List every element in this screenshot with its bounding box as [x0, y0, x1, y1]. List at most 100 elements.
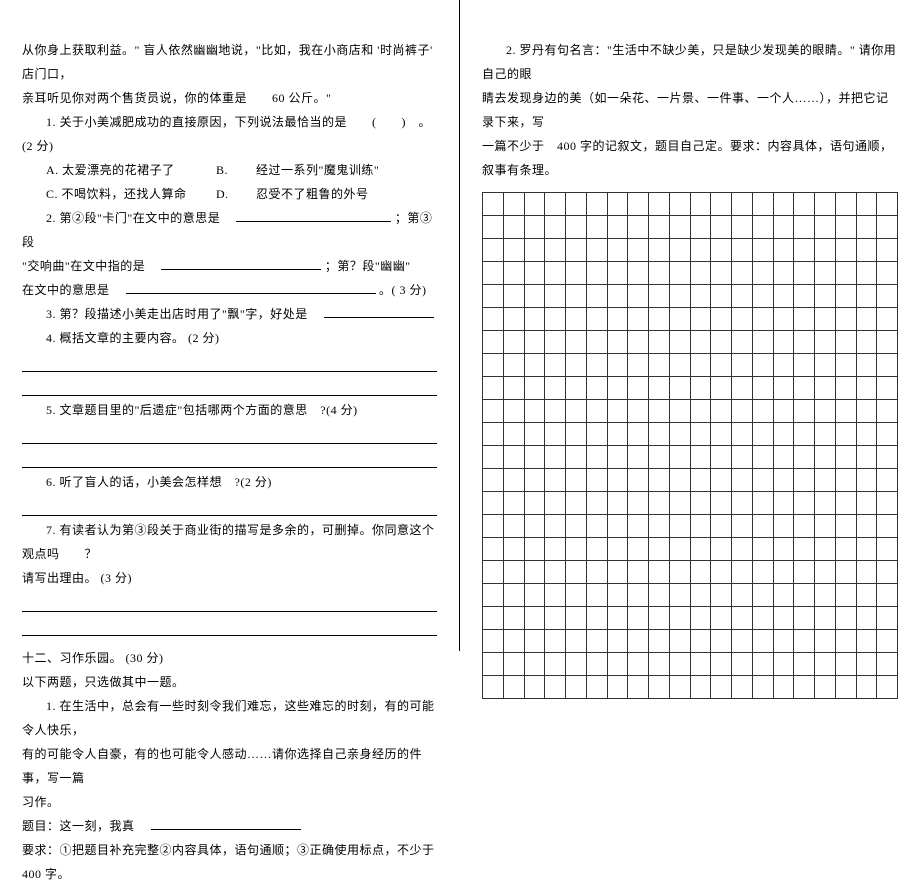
grid-cell[interactable] — [773, 607, 794, 630]
grid-cell[interactable] — [773, 216, 794, 239]
grid-cell[interactable] — [732, 469, 753, 492]
grid-cell[interactable] — [794, 630, 815, 653]
grid-cell[interactable] — [566, 262, 587, 285]
grid-cell[interactable] — [690, 469, 711, 492]
grid-cell[interactable] — [690, 262, 711, 285]
grid-cell[interactable] — [752, 607, 773, 630]
grid-cell[interactable] — [607, 400, 628, 423]
grid-cell[interactable] — [690, 308, 711, 331]
grid-cell[interactable] — [545, 308, 566, 331]
grid-cell[interactable] — [732, 607, 753, 630]
grid-cell[interactable] — [690, 377, 711, 400]
grid-cell[interactable] — [669, 492, 690, 515]
grid-cell[interactable] — [503, 584, 524, 607]
grid-cell[interactable] — [566, 193, 587, 216]
grid-cell[interactable] — [877, 285, 898, 308]
grid-cell[interactable] — [794, 354, 815, 377]
grid-cell[interactable] — [566, 515, 587, 538]
grid-cell[interactable] — [483, 653, 504, 676]
grid-cell[interactable] — [669, 446, 690, 469]
grid-cell[interactable] — [773, 423, 794, 446]
grid-cell[interactable] — [649, 676, 670, 699]
grid-cell[interactable] — [607, 538, 628, 561]
grid-cell[interactable] — [649, 377, 670, 400]
grid-cell[interactable] — [524, 653, 545, 676]
grid-cell[interactable] — [856, 492, 877, 515]
grid-cell[interactable] — [856, 607, 877, 630]
grid-cell[interactable] — [545, 193, 566, 216]
grid-cell[interactable] — [732, 630, 753, 653]
grid-cell[interactable] — [566, 446, 587, 469]
grid-cell[interactable] — [628, 584, 649, 607]
grid-cell[interactable] — [607, 216, 628, 239]
grid-cell[interactable] — [545, 239, 566, 262]
grid-cell[interactable] — [669, 653, 690, 676]
grid-cell[interactable] — [483, 216, 504, 239]
grid-cell[interactable] — [815, 377, 836, 400]
grid-cell[interactable] — [815, 561, 836, 584]
grid-cell[interactable] — [732, 308, 753, 331]
grid-cell[interactable] — [752, 584, 773, 607]
grid-cell[interactable] — [711, 653, 732, 676]
grid-cell[interactable] — [503, 423, 524, 446]
grid-cell[interactable] — [835, 423, 856, 446]
grid-cell[interactable] — [586, 446, 607, 469]
grid-cell[interactable] — [669, 308, 690, 331]
grid-cell[interactable] — [752, 630, 773, 653]
grid-cell[interactable] — [524, 308, 545, 331]
grid-cell[interactable] — [503, 515, 524, 538]
grid-cell[interactable] — [690, 400, 711, 423]
grid-cell[interactable] — [607, 446, 628, 469]
grid-cell[interactable] — [607, 262, 628, 285]
grid-cell[interactable] — [669, 584, 690, 607]
grid-cell[interactable] — [877, 262, 898, 285]
grid-cell[interactable] — [628, 653, 649, 676]
grid-cell[interactable] — [503, 538, 524, 561]
grid-cell[interactable] — [503, 607, 524, 630]
grid-cell[interactable] — [649, 216, 670, 239]
grid-cell[interactable] — [877, 193, 898, 216]
grid-cell[interactable] — [711, 538, 732, 561]
grid-cell[interactable] — [483, 308, 504, 331]
grid-cell[interactable] — [669, 331, 690, 354]
grid-cell[interactable] — [566, 285, 587, 308]
grid-cell[interactable] — [877, 308, 898, 331]
grid-cell[interactable] — [773, 331, 794, 354]
grid-cell[interactable] — [566, 538, 587, 561]
grid-cell[interactable] — [545, 400, 566, 423]
grid-cell[interactable] — [773, 584, 794, 607]
grid-cell[interactable] — [628, 377, 649, 400]
grid-cell[interactable] — [732, 216, 753, 239]
grid-cell[interactable] — [732, 538, 753, 561]
grid-cell[interactable] — [607, 515, 628, 538]
grid-cell[interactable] — [690, 561, 711, 584]
grid-cell[interactable] — [794, 538, 815, 561]
grid-cell[interactable] — [483, 515, 504, 538]
grid-cell[interactable] — [524, 676, 545, 699]
grid-cell[interactable] — [711, 262, 732, 285]
grid-cell[interactable] — [503, 492, 524, 515]
grid-cell[interactable] — [835, 239, 856, 262]
grid-cell[interactable] — [628, 331, 649, 354]
grid-cell[interactable] — [524, 607, 545, 630]
grid-cell[interactable] — [628, 492, 649, 515]
grid-cell[interactable] — [586, 676, 607, 699]
grid-cell[interactable] — [711, 584, 732, 607]
grid-cell[interactable] — [752, 446, 773, 469]
grid-cell[interactable] — [752, 538, 773, 561]
grid-cell[interactable] — [607, 423, 628, 446]
grid-cell[interactable] — [524, 354, 545, 377]
grid-cell[interactable] — [649, 538, 670, 561]
grid-cell[interactable] — [732, 354, 753, 377]
grid-cell[interactable] — [483, 377, 504, 400]
grid-cell[interactable] — [649, 308, 670, 331]
grid-cell[interactable] — [649, 446, 670, 469]
grid-cell[interactable] — [773, 561, 794, 584]
grid-cell[interactable] — [586, 630, 607, 653]
grid-cell[interactable] — [628, 285, 649, 308]
grid-cell[interactable] — [752, 262, 773, 285]
grid-cell[interactable] — [732, 377, 753, 400]
grid-cell[interactable] — [607, 308, 628, 331]
grid-cell[interactable] — [856, 676, 877, 699]
grid-cell[interactable] — [628, 400, 649, 423]
